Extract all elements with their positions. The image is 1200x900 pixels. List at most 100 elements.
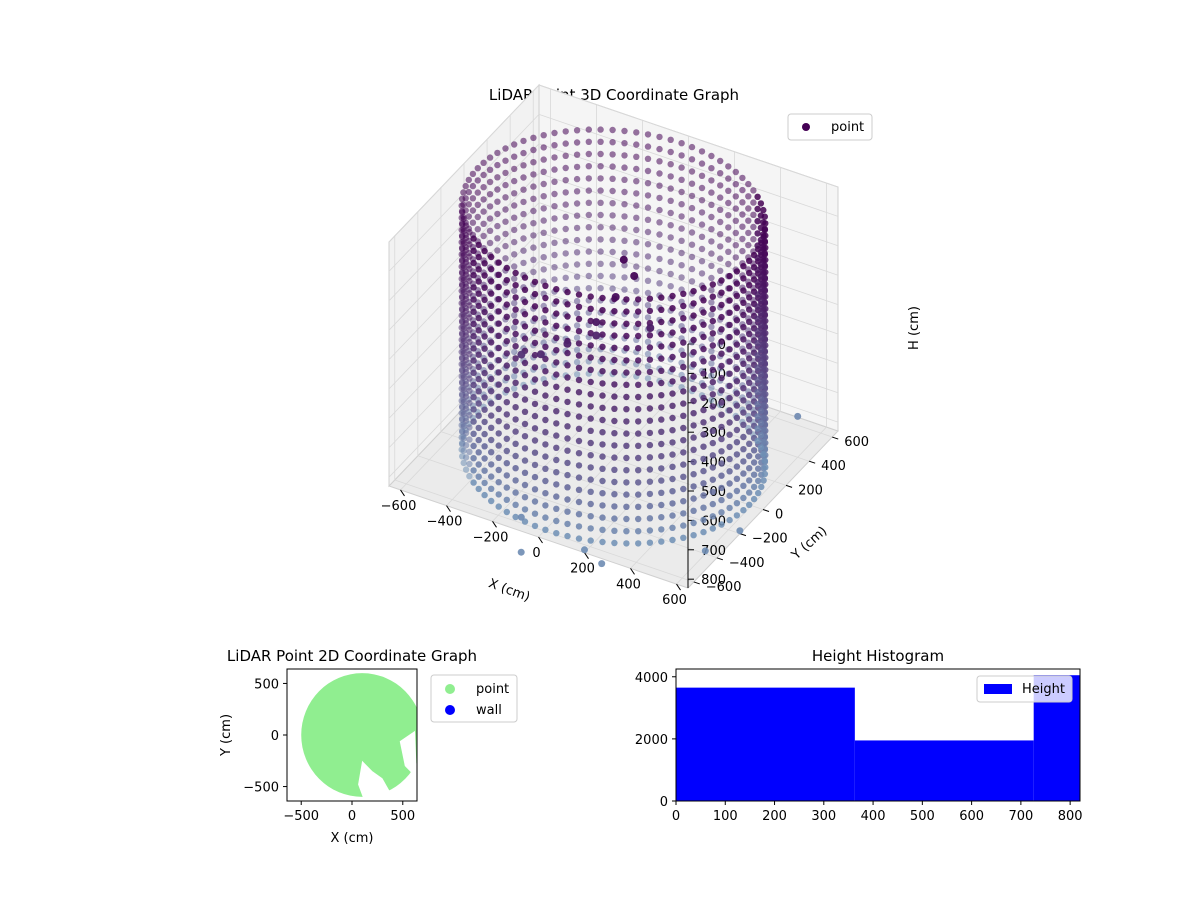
wall-point: [573, 200, 581, 207]
wall-point: [512, 318, 519, 325]
wall-point: [575, 352, 583, 359]
wall-point: [698, 197, 706, 204]
outlier-point: [581, 546, 588, 554]
wall-point: [726, 504, 733, 512]
wall-point: [575, 486, 583, 493]
wall-point: [553, 444, 560, 451]
y-tick-label-3d: 0: [775, 508, 783, 523]
wall-point: [754, 364, 761, 371]
wall-point: [475, 266, 482, 273]
wall-point: [466, 399, 473, 407]
wall-point: [680, 498, 687, 505]
wall-point: [690, 385, 697, 392]
wall-point: [531, 278, 539, 286]
wall-point: [690, 410, 697, 417]
wall-point: [521, 494, 529, 501]
wall-point: [700, 406, 707, 414]
wall-point: [609, 163, 616, 170]
wall-point: [520, 186, 527, 193]
wall-point: [646, 295, 654, 302]
z-gridline-back: [538, 143, 839, 247]
wall-point: [680, 473, 687, 480]
wall-point: [587, 439, 594, 447]
wall-point: [599, 514, 606, 521]
wall-point: [488, 473, 495, 480]
wall-point: [587, 403, 594, 410]
wall-point: [635, 332, 642, 340]
wall-point: [481, 369, 488, 377]
wall-point: [633, 251, 640, 258]
wall-point: [521, 335, 529, 342]
wall-point: [488, 314, 495, 322]
wall-point: [551, 129, 558, 137]
wall-point: [760, 477, 767, 484]
wall-point: [669, 451, 676, 458]
wall-point: [740, 299, 747, 306]
wall-point: [690, 373, 697, 380]
wall-point: [688, 278, 696, 285]
wall-point: [542, 307, 549, 314]
wall-point: [757, 371, 765, 378]
wall-point: [575, 328, 583, 335]
wall-point: [562, 177, 569, 184]
wall-point: [709, 391, 716, 398]
wall-point: [725, 224, 732, 231]
wall-point: [733, 390, 741, 397]
wall-point: [512, 489, 519, 496]
wall-point: [678, 213, 685, 220]
wall-point: [470, 479, 477, 486]
wall-point: [760, 280, 767, 287]
wall-point: [709, 281, 716, 288]
wall-point: [481, 467, 488, 474]
wall-point: [531, 461, 539, 469]
wall-point: [587, 391, 594, 398]
wall-point: [587, 293, 594, 300]
wall-point: [564, 374, 571, 381]
wall-point: [623, 442, 630, 449]
wall-point: [746, 391, 753, 399]
wall-point: [462, 307, 470, 315]
wall-point: [635, 296, 642, 303]
wall-point: [502, 181, 509, 189]
wall-point: [540, 241, 547, 249]
wall-point: [708, 323, 715, 330]
wall-point: [757, 358, 765, 366]
histogram-bar: [676, 687, 855, 801]
wall-point: [733, 317, 741, 324]
wall-point: [740, 372, 747, 380]
wall-point: [746, 257, 753, 264]
wall-point: [678, 152, 685, 159]
wall-point: [646, 441, 654, 449]
wall-point: [531, 437, 539, 444]
y-tick-label-2d: 500: [254, 677, 279, 692]
wall-point: [754, 242, 761, 249]
wall-point: [475, 302, 482, 310]
wall-point: [680, 485, 687, 493]
wall-point: [757, 419, 765, 427]
wall-point: [466, 436, 473, 443]
wall-point: [750, 211, 757, 218]
wall-point: [460, 410, 467, 418]
wall-point: [754, 218, 761, 225]
wall-point: [553, 322, 560, 329]
wall-point: [542, 392, 549, 399]
wall-point: [635, 345, 642, 352]
wall-point: [475, 253, 482, 261]
wall-point: [469, 170, 477, 178]
wall-point: [667, 258, 674, 265]
wall-point: [609, 200, 616, 207]
wall-point: [511, 153, 518, 160]
legend-3d-box: [787, 113, 873, 141]
y-tick-label-2d: −500: [243, 781, 279, 796]
wall-point: [530, 268, 537, 276]
wall-point: [733, 304, 741, 312]
wall-point: [502, 145, 509, 152]
wall-point: [623, 454, 630, 462]
wall-point: [551, 142, 558, 149]
wall-point: [460, 276, 467, 284]
wall-point: [512, 477, 519, 484]
wall-point: [531, 486, 539, 493]
outlier-point: [701, 547, 709, 555]
wall-point: [623, 381, 630, 388]
wall-point: [740, 348, 747, 355]
